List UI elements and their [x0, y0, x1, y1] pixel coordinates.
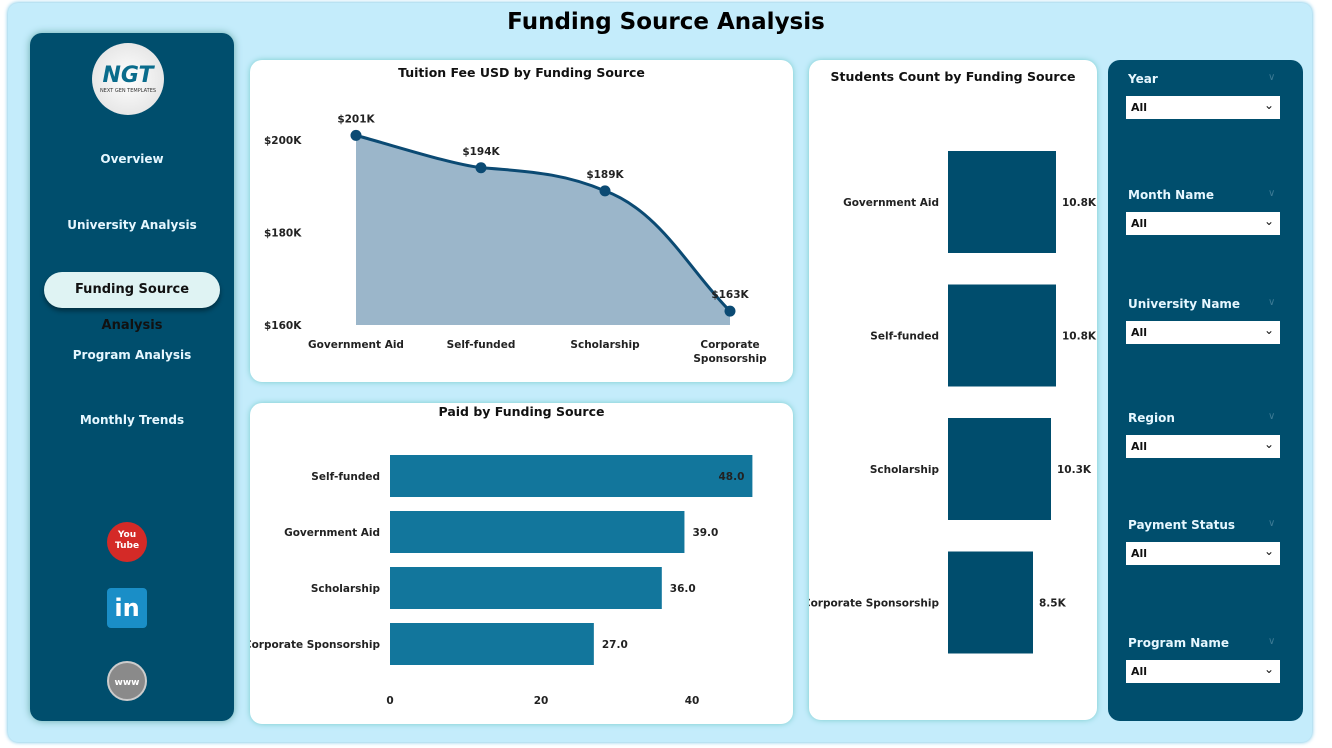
x-tick-label: 0: [386, 695, 393, 707]
x-tick-label: 40: [685, 695, 700, 707]
bar: [948, 551, 1033, 654]
data-point: [724, 305, 736, 317]
students-bar-chart: Government Aid 10.8K Self-funded 10.8K Schol…: [809, 151, 1097, 654]
bar: [948, 151, 1056, 253]
data-label: 48.0: [718, 471, 744, 483]
filter-dropdown[interactable]: All ⌄: [1126, 542, 1280, 565]
chevron-down-icon: ⌄: [1263, 98, 1274, 112]
tuition-area-chart: $160K $180K $200K $201K Government Aid $194K S…: [264, 113, 767, 365]
nav-program-analysis[interactable]: Program Analysis: [72, 348, 192, 362]
chart-title: Students Count by Funding Source: [830, 69, 1076, 84]
data-label: 27.0: [602, 639, 628, 651]
filter-label: Month Name: [1128, 188, 1214, 202]
x-tick-label: Corporate: [700, 339, 759, 351]
category-label: Government Aid: [843, 197, 939, 209]
category-label: Self-funded: [870, 331, 939, 343]
filter-dropdown[interactable]: All ⌄: [1126, 321, 1280, 344]
data-label: $163K: [711, 289, 749, 301]
left-sidebar: NGT NEXT GEN TEMPLATES Overview Universit…: [30, 33, 234, 721]
paid-bar-chart: Self-funded 48.0 Government Aid 39.0 Scholar…: [250, 455, 753, 707]
chart-title: Paid by Funding Source: [438, 404, 605, 419]
filter-panel: Year ∨ All ⌄ Month Name ∨ All ⌄ University Name ∨…: [1108, 60, 1303, 721]
ngt-logo: NGT NEXT GEN TEMPLATES: [92, 43, 164, 115]
x-tick-label: Self-funded: [447, 339, 516, 351]
filter-label: Region: [1128, 411, 1175, 425]
filter-value: All: [1131, 440, 1148, 453]
filter-value: All: [1131, 665, 1148, 678]
tuition-fee-card: Tuition Fee USD by Funding Source $160K $…: [250, 60, 793, 382]
data-point: [350, 129, 362, 141]
chevron-down-icon: ⌄: [1263, 662, 1274, 676]
data-label: $194K: [462, 146, 500, 158]
nav-university-analysis[interactable]: University Analysis: [67, 218, 197, 232]
category-label: Corporate Sponsorship: [809, 598, 939, 610]
data-label: 10.8K: [1062, 197, 1097, 209]
globe-icon[interactable]: www: [107, 661, 147, 701]
x-tick-label: 20: [534, 695, 549, 707]
students-card: Students Count by Funding Source Governm…: [809, 60, 1097, 720]
data-label: 10.3K: [1057, 464, 1092, 476]
bar: [948, 284, 1056, 387]
chevron-down-icon[interactable]: ∨: [1268, 411, 1276, 422]
bar: [390, 567, 662, 609]
x-tick-label: Sponsorship: [693, 353, 767, 365]
nav-funding-source-analysis[interactable]: Funding Source Analysis: [44, 272, 220, 333]
y-tick-label: $160K: [264, 320, 302, 332]
chevron-down-icon: ⌄: [1263, 214, 1274, 228]
nav-monthly-trends[interactable]: Monthly Trends: [79, 413, 185, 427]
chevron-down-icon[interactable]: ∨: [1268, 72, 1276, 83]
filter-value: All: [1131, 326, 1148, 339]
filter-value: All: [1131, 217, 1148, 230]
y-tick-label: $200K: [264, 135, 302, 147]
x-tick-label: Government Aid: [308, 339, 404, 351]
category-label: Scholarship: [870, 464, 940, 476]
filter-label: Year: [1128, 72, 1158, 86]
data-label: 8.5K: [1039, 598, 1067, 610]
bar: [948, 418, 1051, 520]
data-label: 39.0: [692, 527, 718, 539]
data-label: $189K: [586, 169, 624, 181]
bar: [390, 511, 685, 553]
chart-title: Tuition Fee USD by Funding Source: [398, 65, 645, 80]
bar: [390, 623, 594, 665]
filter-dropdown[interactable]: All ⌄: [1126, 435, 1280, 458]
filter-dropdown[interactable]: All ⌄: [1126, 660, 1280, 683]
page-title: Funding Source Analysis: [507, 9, 825, 35]
filter-dropdown[interactable]: All ⌄: [1126, 96, 1280, 119]
filter-value: All: [1131, 101, 1148, 114]
chevron-down-icon[interactable]: ∨: [1268, 297, 1276, 308]
chevron-down-icon: ⌄: [1263, 323, 1274, 337]
data-label: 10.8K: [1062, 331, 1097, 343]
chevron-down-icon[interactable]: ∨: [1268, 188, 1276, 199]
category-label: Self-funded: [311, 471, 380, 483]
bar: [390, 455, 753, 497]
chevron-down-icon[interactable]: ∨: [1268, 518, 1276, 529]
chevron-down-icon[interactable]: ∨: [1268, 636, 1276, 647]
x-tick-label: Scholarship: [570, 339, 640, 351]
data-point: [475, 162, 487, 174]
nav-overview[interactable]: Overview: [100, 152, 164, 166]
category-label: Corporate Sponsorship: [250, 639, 380, 651]
data-label: 36.0: [670, 583, 696, 595]
area-fill: [356, 135, 730, 325]
data-label: $201K: [337, 113, 375, 125]
filter-dropdown[interactable]: All ⌄: [1126, 212, 1280, 235]
filter-label: Payment Status: [1128, 518, 1236, 532]
filter-label: Program Name: [1128, 636, 1230, 650]
series-line: [355, 133, 732, 313]
paid-card: Paid by Funding Source Self-funded 48.0 Go…: [250, 403, 793, 724]
filter-value: All: [1131, 547, 1148, 560]
category-label: Scholarship: [311, 583, 381, 595]
chevron-down-icon: ⌄: [1263, 544, 1274, 558]
linkedin-icon[interactable]: in: [107, 588, 147, 628]
youtube-icon[interactable]: You Tube: [107, 522, 147, 562]
data-point: [599, 185, 611, 197]
y-tick-label: $180K: [264, 228, 302, 240]
filter-label: University Name: [1128, 297, 1241, 311]
category-label: Government Aid: [284, 527, 380, 539]
chevron-down-icon: ⌄: [1263, 437, 1274, 451]
